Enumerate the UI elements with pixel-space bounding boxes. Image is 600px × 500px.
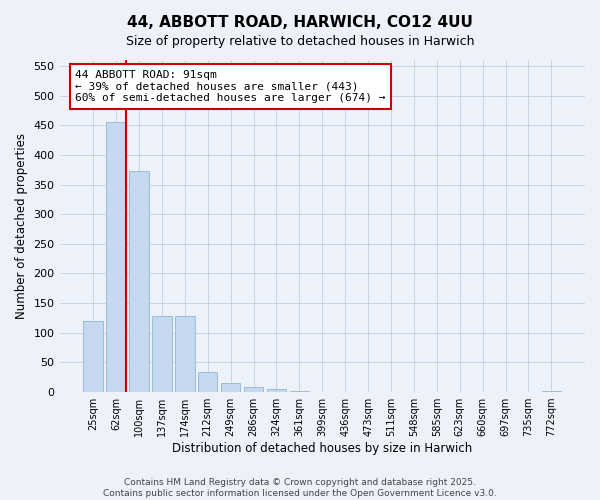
Text: Contains HM Land Registry data © Crown copyright and database right 2025.
Contai: Contains HM Land Registry data © Crown c… [103,478,497,498]
Y-axis label: Number of detached properties: Number of detached properties [15,133,28,319]
Bar [290,391,309,392]
Text: 44, ABBOTT ROAD, HARWICH, CO12 4UU: 44, ABBOTT ROAD, HARWICH, CO12 4UU [127,15,473,30]
Bar [244,388,263,392]
Bar [221,383,241,392]
Bar [267,389,286,392]
Text: 44 ABBOTT ROAD: 91sqm
← 39% of detached houses are smaller (443)
60% of semi-det: 44 ABBOTT ROAD: 91sqm ← 39% of detached … [76,70,386,103]
Bar [129,171,149,392]
Bar [152,316,172,392]
Text: Size of property relative to detached houses in Harwich: Size of property relative to detached ho… [126,35,474,48]
Bar [83,321,103,392]
Bar [106,122,126,392]
Bar [198,372,217,392]
X-axis label: Distribution of detached houses by size in Harwich: Distribution of detached houses by size … [172,442,472,455]
Bar [542,391,561,392]
Bar [175,316,194,392]
